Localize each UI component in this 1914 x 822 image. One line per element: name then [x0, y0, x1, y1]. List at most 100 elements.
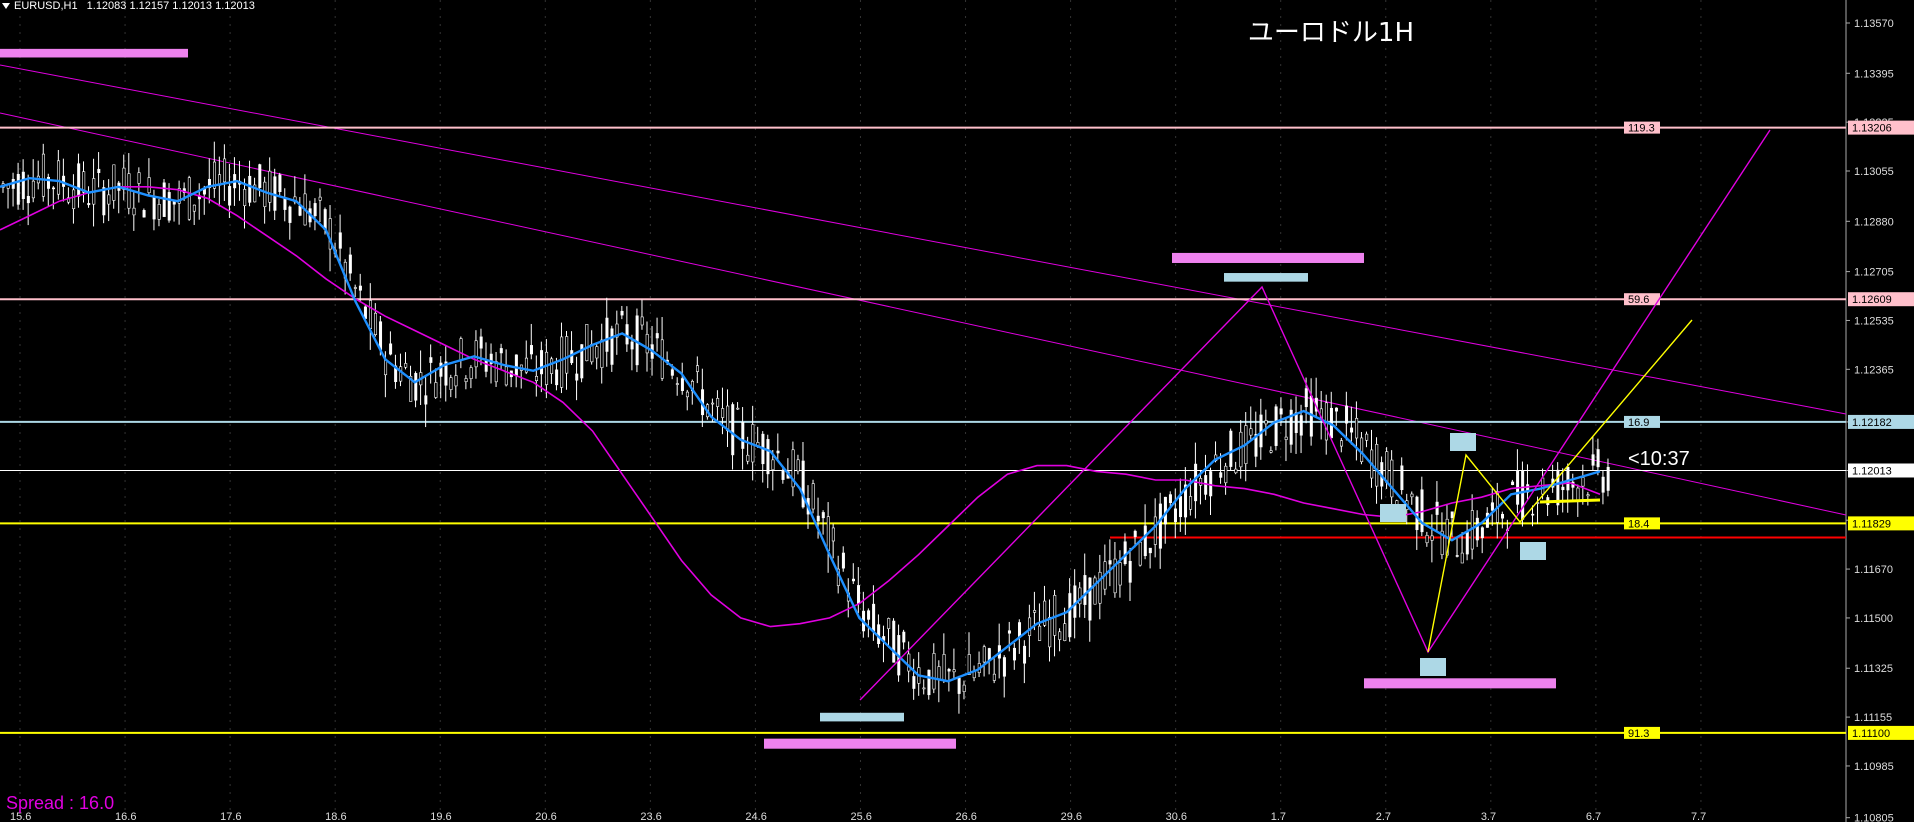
time-label: 7.7 [1691, 811, 1706, 822]
candle-body [1400, 465, 1404, 491]
candle-body [1350, 427, 1354, 433]
candle-body [1083, 575, 1087, 605]
candle-body [1128, 560, 1132, 583]
candle-body [399, 366, 403, 382]
time-label: 25.6 [850, 811, 871, 822]
level-distance-box [1624, 293, 1660, 306]
candle-body [258, 164, 262, 188]
candle-body [328, 218, 332, 250]
time-label: 6.7 [1586, 811, 1601, 822]
candle-body [1143, 525, 1147, 557]
candle-body [1450, 511, 1454, 519]
candle-body [494, 361, 498, 383]
time-label: 29.6 [1061, 811, 1082, 822]
candle-body [585, 324, 589, 362]
candle-body [504, 366, 508, 386]
candle-body [298, 205, 302, 216]
candle-body [1093, 577, 1097, 605]
candle-body [318, 196, 322, 201]
candle-body [620, 310, 624, 316]
candle-body [449, 377, 453, 390]
candle-body [1224, 465, 1228, 484]
candle-body [434, 382, 438, 398]
candle-body [379, 321, 383, 351]
candle-body [489, 353, 493, 364]
candle-body [1058, 631, 1062, 640]
symbol-label: EURUSD,H1 [14, 0, 78, 12]
level-price-label: 1.12013 [1852, 465, 1892, 477]
candle-body [454, 375, 458, 387]
candle-body [766, 439, 770, 475]
candle-body [228, 186, 232, 206]
candle-body [147, 177, 151, 194]
candle-body [912, 676, 916, 689]
marker-box [1520, 542, 1546, 560]
time-label: 26.6 [956, 811, 977, 822]
level-price-box [1848, 414, 1914, 429]
candle-body [1007, 630, 1011, 634]
candle-body [857, 585, 861, 604]
candle-body [610, 328, 614, 365]
dropdown-arrow-icon[interactable] [2, 3, 10, 10]
candle-body [97, 168, 101, 173]
candle-body [565, 336, 569, 374]
candle-body [107, 194, 111, 205]
candle-body [41, 153, 45, 197]
candle-body [680, 378, 684, 391]
candle-body [605, 317, 609, 352]
entry-marker [1539, 498, 1601, 504]
candle-body [580, 344, 584, 379]
candle-body [1365, 433, 1369, 441]
candle-body [1239, 431, 1243, 468]
trend-line [0, 64, 1847, 415]
candle-body [1390, 459, 1394, 498]
candle-body [1586, 494, 1590, 497]
candle-body [927, 669, 931, 696]
candle-body [1234, 468, 1238, 474]
candle-body [615, 323, 619, 338]
candle-body [409, 375, 413, 402]
candle-body [192, 204, 196, 212]
candle-body [358, 285, 362, 291]
price-tick-label: 1.13570 [1854, 18, 1894, 30]
price-tick-label: 1.12535 [1854, 315, 1894, 327]
candle-body [655, 333, 659, 339]
price-tick-label: 1.10805 [1854, 813, 1894, 822]
candle-body [177, 188, 181, 204]
candle-body [922, 687, 926, 690]
level-price-label: 1.12182 [1852, 417, 1892, 429]
candle-body [1002, 657, 1006, 677]
candle-body [278, 174, 282, 193]
candle-body [1294, 412, 1298, 433]
candle-body [253, 184, 257, 203]
ma-slow-line [0, 186, 1601, 628]
candle-body [1304, 388, 1308, 408]
candle-body [675, 383, 679, 385]
candle-body [877, 624, 881, 645]
candle-body [1264, 420, 1268, 425]
price-tick-label: 1.11500 [1854, 613, 1893, 625]
candle-body [1173, 508, 1177, 523]
candle-body [1138, 541, 1142, 566]
candle-body [1179, 496, 1183, 518]
candle-body [781, 470, 785, 480]
candle-body [1279, 408, 1283, 415]
price-tick-label: 1.12365 [1854, 364, 1894, 376]
candle-body [932, 653, 936, 690]
candle-body [167, 192, 171, 221]
candle-body [907, 653, 911, 672]
candle-body [1375, 444, 1379, 487]
candle-body [796, 459, 800, 472]
candle-body [1360, 437, 1364, 463]
candle-body [187, 177, 191, 220]
candle-body [982, 646, 986, 663]
candle-body [575, 373, 579, 381]
candle-body [831, 527, 835, 542]
candle-body [670, 369, 674, 376]
marker-box [1450, 433, 1476, 451]
candle-body [1355, 418, 1359, 439]
candle-body [1133, 530, 1137, 537]
price-tick-label: 1.13395 [1854, 68, 1894, 80]
